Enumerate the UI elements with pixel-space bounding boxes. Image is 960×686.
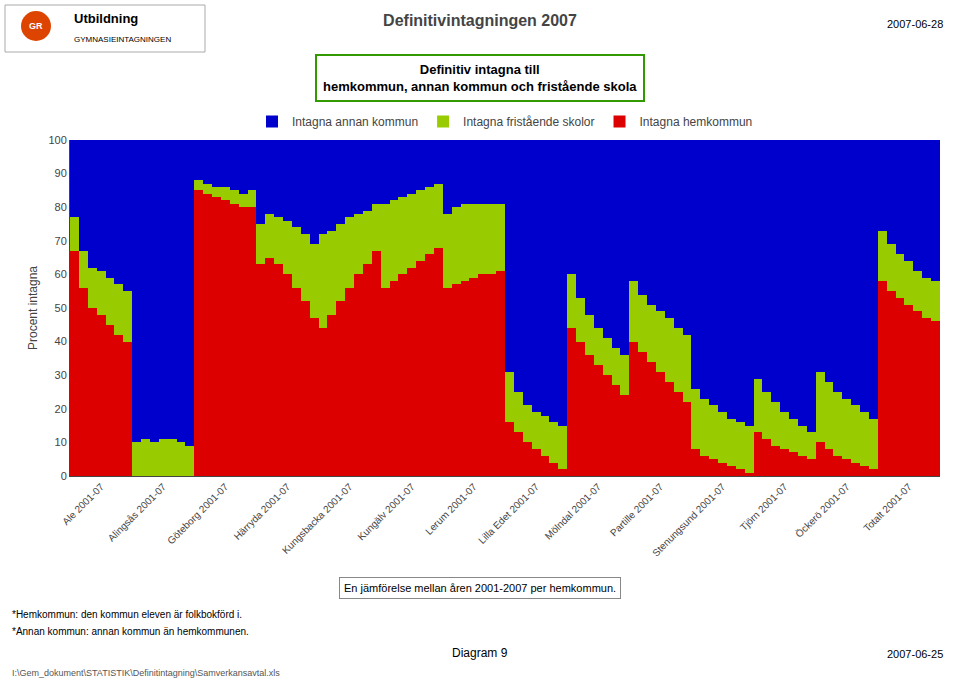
svg-text:Intagna annan kommun: Intagna annan kommun	[292, 115, 418, 129]
svg-text:Tjörn 2001-07: Tjörn 2001-07	[738, 481, 790, 533]
svg-text:Kungälv 2001-07: Kungälv 2001-07	[355, 481, 417, 543]
svg-text:Göteborg 2001-07: Göteborg 2001-07	[165, 481, 230, 546]
svg-text:Stenungsund 2001-07: Stenungsund 2001-07	[650, 481, 728, 559]
svg-text:*Hemkommun: den kommun eleven: *Hemkommun: den kommun eleven är folkbok…	[12, 609, 242, 620]
svg-text:Alingsås 2001-07: Alingsås 2001-07	[106, 481, 169, 544]
svg-text:Totalt 2001-07: Totalt 2001-07	[861, 481, 914, 534]
svg-text:GR: GR	[29, 21, 43, 31]
svg-text:Intagna hemkommun: Intagna hemkommun	[640, 115, 753, 129]
svg-text:*Annan kommun: annan kommun än: *Annan kommun: annan kommun än hemkommun…	[12, 626, 249, 637]
svg-text:Härryda 2001-07: Härryda 2001-07	[232, 481, 293, 542]
svg-text:Lilla Edet 2001-07: Lilla Edet 2001-07	[476, 481, 541, 546]
svg-text:Intagna fristående skolor: Intagna fristående skolor	[463, 115, 594, 129]
svg-text:40: 40	[55, 335, 67, 347]
svg-text:Procent intagna: Procent intagna	[26, 266, 40, 350]
svg-text:2007-06-28: 2007-06-28	[887, 18, 943, 30]
svg-text:Utbildning: Utbildning	[74, 11, 138, 26]
svg-text:20: 20	[55, 403, 67, 415]
svg-text:Mölndal 2001-07: Mölndal 2001-07	[543, 481, 604, 542]
svg-text:Öckerö 2001-07: Öckerö 2001-07	[793, 481, 852, 540]
svg-text:Ale 2001-07: Ale 2001-07	[60, 481, 106, 527]
svg-text:Partille 2001-07: Partille 2001-07	[608, 481, 666, 539]
svg-text:50: 50	[55, 302, 67, 314]
svg-text:80: 80	[55, 201, 67, 213]
svg-text:Diagram 9: Diagram 9	[452, 646, 508, 660]
svg-text:GYMNASIEINTAGNINGEN: GYMNASIEINTAGNINGEN	[74, 35, 171, 44]
svg-text:Lerum 2001-07: Lerum 2001-07	[423, 481, 479, 537]
svg-text:I:\Gem_dokument\STATISTIK\Defi: I:\Gem_dokument\STATISTIK\Definitintagni…	[12, 668, 280, 678]
svg-text:60: 60	[55, 268, 67, 280]
svg-text:30: 30	[55, 369, 67, 381]
svg-text:70: 70	[55, 235, 67, 247]
svg-text:90: 90	[55, 167, 67, 179]
svg-text:2007-06-25: 2007-06-25	[887, 648, 943, 660]
svg-text:En jämförelse mellan åren 2001: En jämförelse mellan åren 2001-2007 per …	[344, 582, 616, 594]
svg-text:Definitiv intagna tillhemkommu: Definitiv intagna tillhemkommun, annan k…	[323, 62, 637, 94]
svg-text:100: 100	[48, 134, 66, 146]
svg-text:Definitivintagningen 2007: Definitivintagningen 2007	[383, 12, 577, 29]
svg-text:Kungsbacka 2001-07: Kungsbacka 2001-07	[280, 481, 355, 556]
svg-text:10: 10	[55, 436, 67, 448]
svg-text:0: 0	[61, 470, 67, 482]
